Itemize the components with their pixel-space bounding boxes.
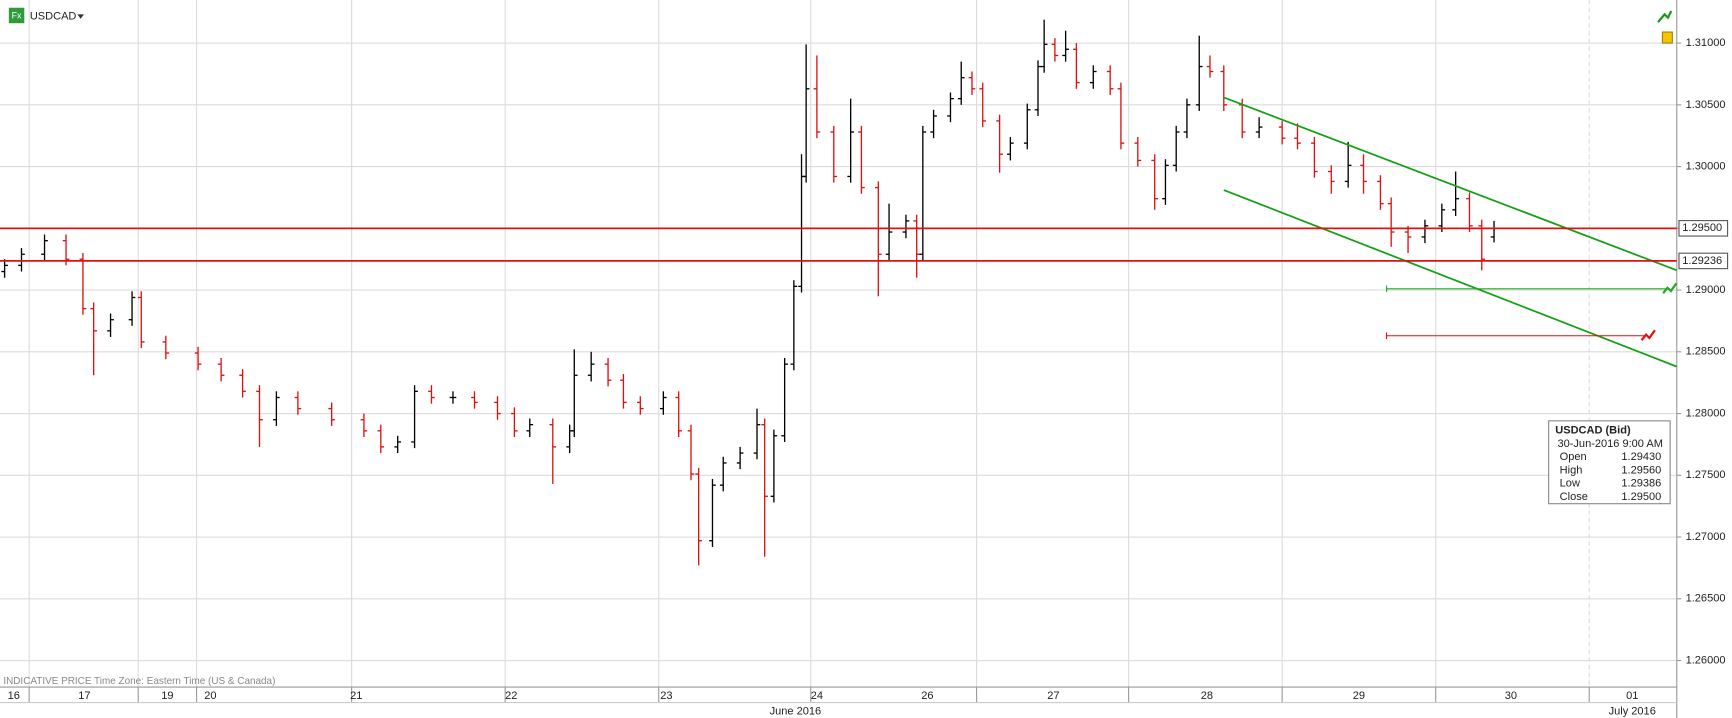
info-label: High [1560, 464, 1583, 476]
x-tick-label: 26 [921, 690, 933, 702]
trendline [1223, 96, 1678, 272]
trendline [1223, 189, 1678, 368]
alert-icon [1640, 329, 1656, 341]
symbol-label[interactable]: USDCAD [30, 10, 77, 22]
y-tick-label: 1.31000 [1686, 37, 1726, 49]
alert-icon[interactable] [1661, 31, 1673, 44]
info-time: 30-Jun-2016 9:00 AM [1557, 438, 1662, 450]
info-box: USDCAD (Bid) 30-Jun-2016 9:00 AM Open 1.… [1548, 420, 1671, 505]
info-title: USDCAD (Bid) [1555, 425, 1631, 437]
x-tick-label: 20 [204, 690, 216, 702]
x-tick-label: 22 [505, 690, 517, 702]
info-box-frame [1548, 420, 1671, 505]
info-value: 1.29500 [1621, 491, 1661, 503]
month-label: June 2016 [770, 705, 822, 717]
info-label: Open [1560, 451, 1587, 463]
y-tick-label: 1.30500 [1686, 99, 1726, 111]
x-tick-label: 17 [78, 690, 90, 702]
y-tick-label: 1.30000 [1686, 161, 1726, 173]
x-tick-label: 01 [1626, 690, 1638, 702]
x-tick-label: 30 [1505, 690, 1517, 702]
footer-note: INDICATIVE PRICE Time Zone: Eastern Time… [3, 676, 275, 687]
trend-icon[interactable] [1657, 10, 1673, 23]
x-tick-label: 21 [350, 690, 362, 702]
x-tick-label: 19 [161, 690, 173, 702]
toolbar[interactable]: Fx USDCAD [8, 7, 84, 24]
y-tick-label: 1.27500 [1686, 469, 1726, 481]
y-tick-label: 1.26000 [1686, 654, 1726, 666]
y-tick-label: 1.27000 [1686, 531, 1726, 543]
level-label: 1.29236 [1682, 255, 1722, 267]
level-label-box [1678, 220, 1729, 237]
alert-icon [1662, 282, 1678, 294]
month-label: July 2016 [1609, 705, 1656, 717]
top-right-icons [1657, 10, 1673, 44]
y-tick-label: 1.29000 [1686, 284, 1726, 296]
x-tick-label: 28 [1201, 690, 1213, 702]
plot [1, 19, 1498, 566]
x-tick-label: 23 [660, 690, 672, 702]
x-tick-label: 16 [8, 690, 20, 702]
fx-icon[interactable] [8, 7, 25, 24]
info-value: 1.29430 [1621, 451, 1661, 463]
dropdown-arrow[interactable] [77, 14, 84, 19]
x-tick-label: 27 [1047, 690, 1059, 702]
info-value: 1.29386 [1621, 478, 1661, 490]
y-tick-label: 1.28000 [1686, 407, 1726, 419]
info-value: 1.29560 [1621, 464, 1661, 476]
overlay: 1.29500 1.29236 [0, 96, 1729, 368]
x-tick-label: 29 [1353, 690, 1365, 702]
info-label: Low [1560, 478, 1580, 490]
info-label: Close [1560, 491, 1588, 503]
x-tick-label: 24 [811, 690, 823, 702]
level-label: 1.29500 [1682, 222, 1722, 234]
y-tick-label: 1.26500 [1686, 593, 1726, 605]
level-label-box [1678, 252, 1729, 270]
y-tick-label: 1.28500 [1686, 346, 1726, 358]
fx-icon-label: Fx [12, 10, 22, 20]
